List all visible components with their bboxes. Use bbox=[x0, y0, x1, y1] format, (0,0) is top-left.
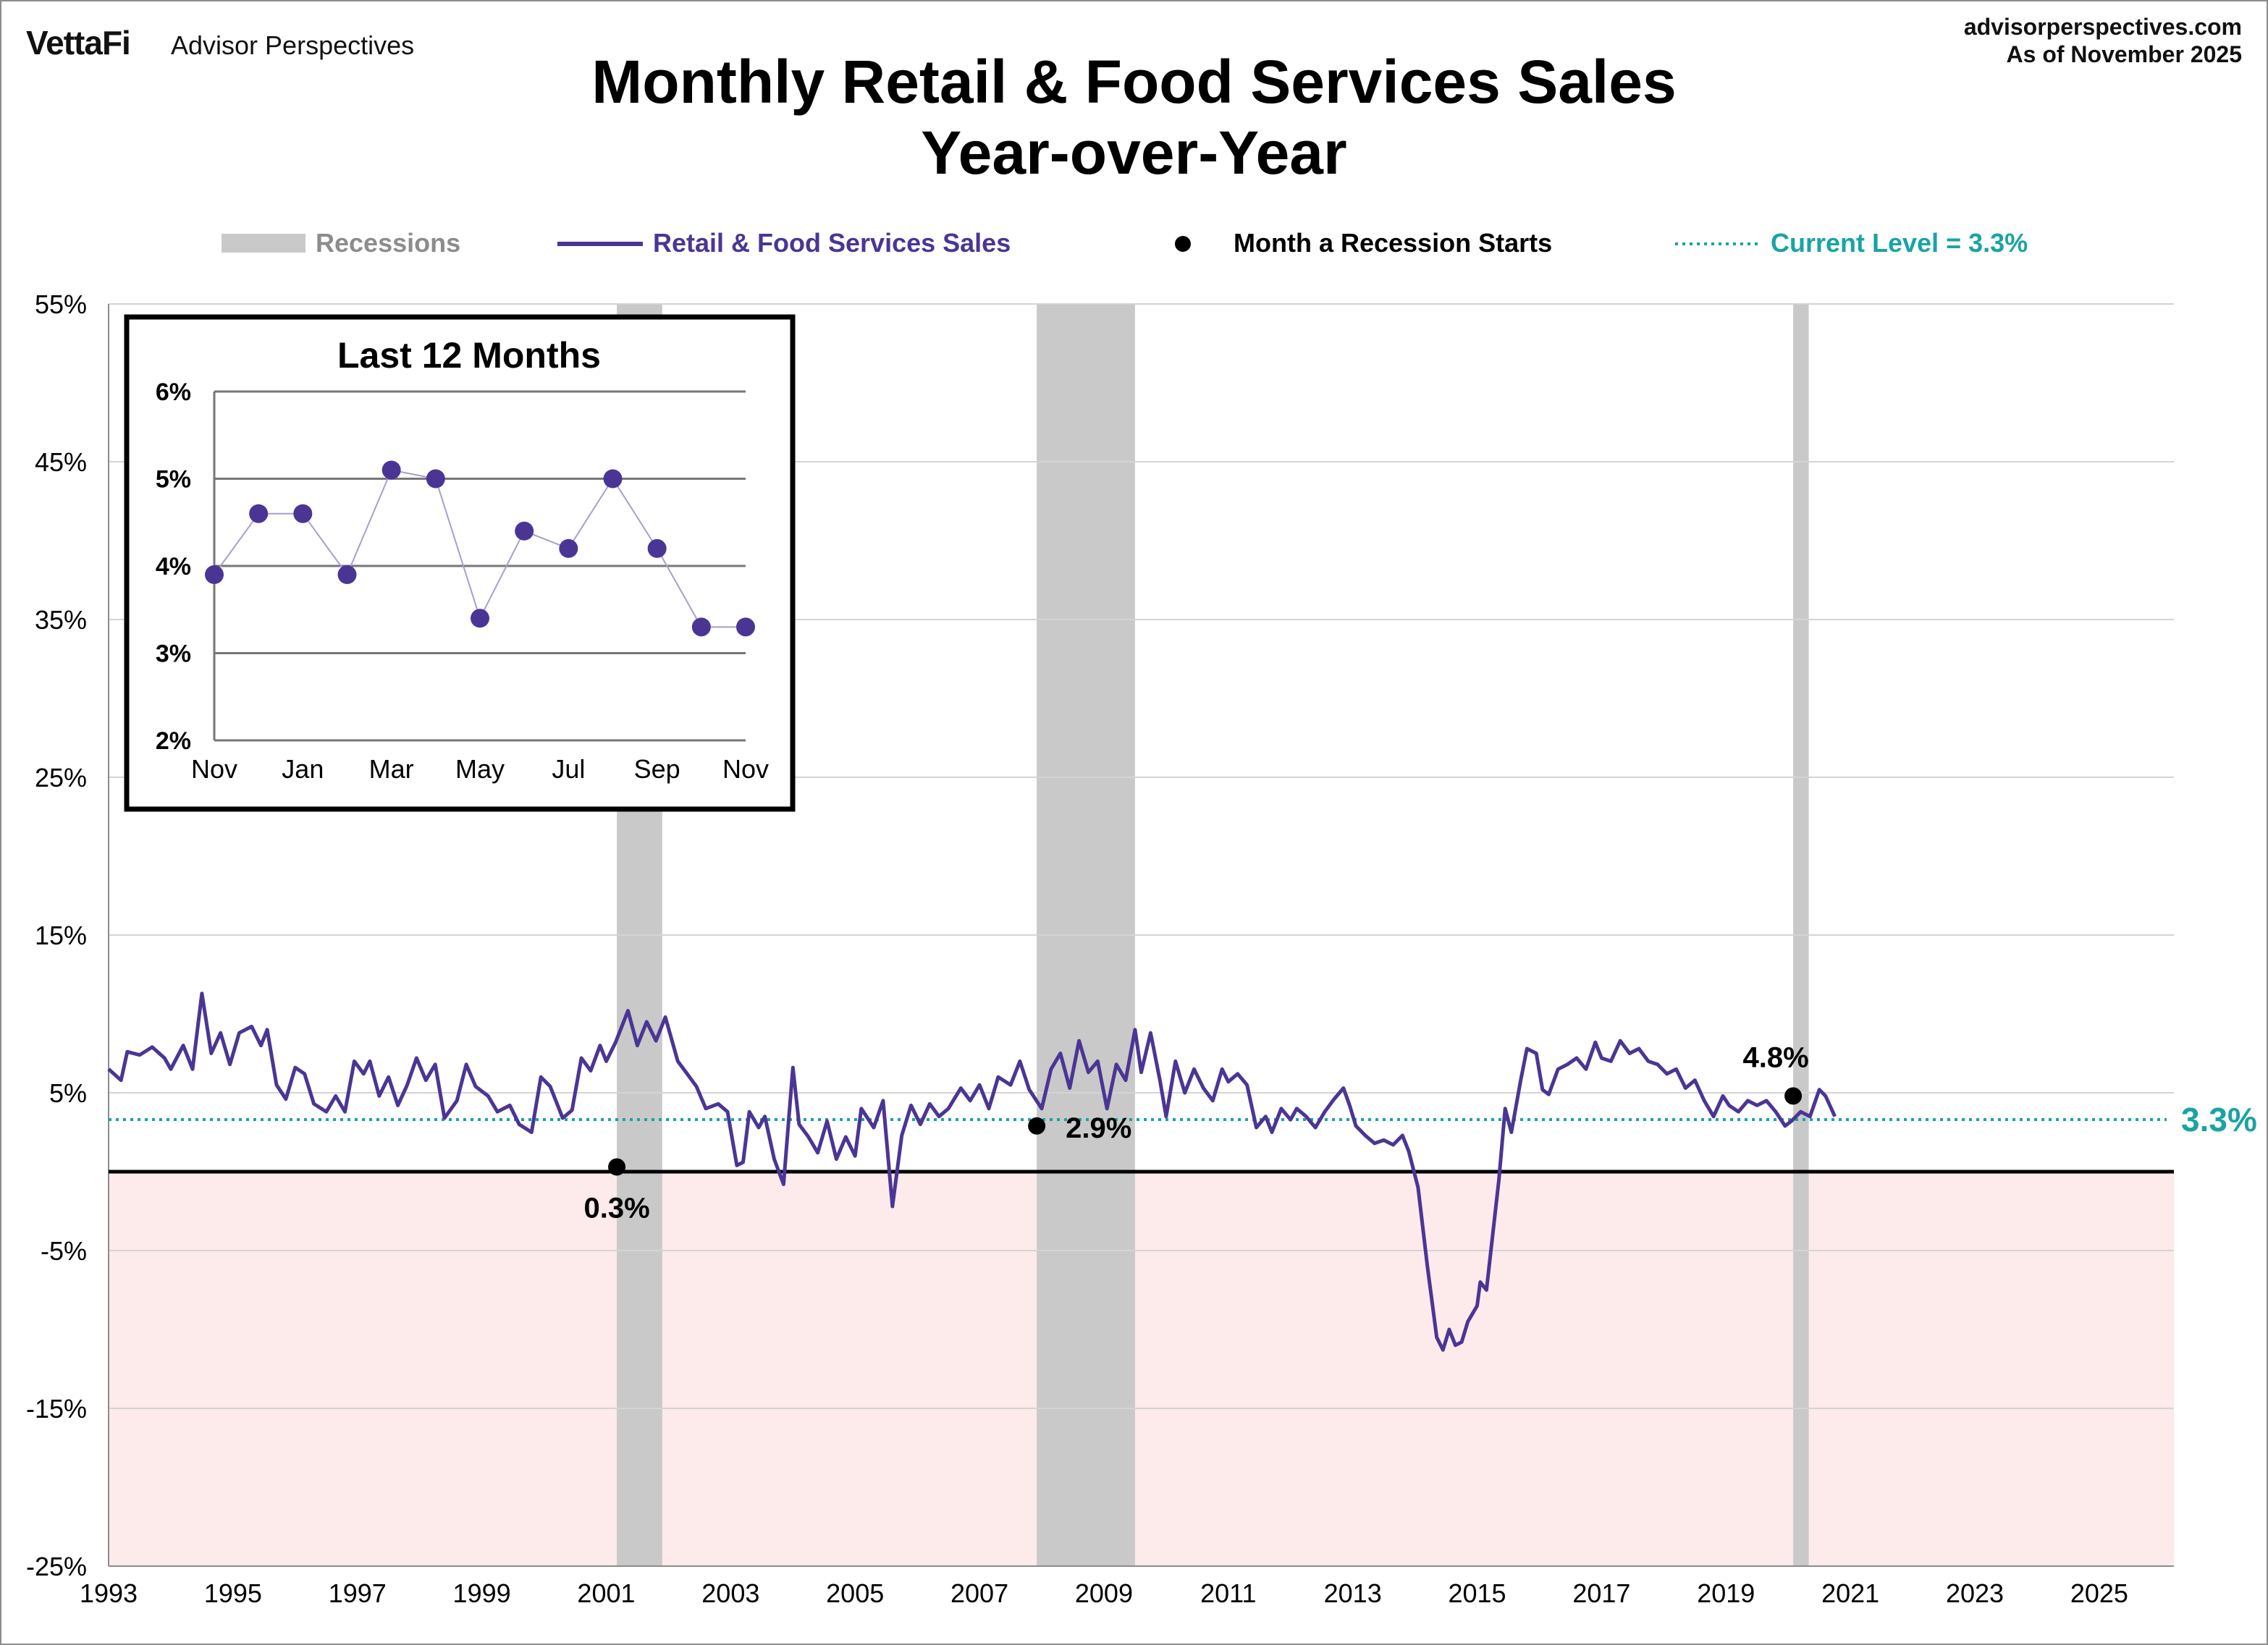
recession-start-marker bbox=[608, 1158, 626, 1176]
legend-recession-swatch bbox=[222, 234, 305, 253]
x-tick-label: 1997 bbox=[329, 1578, 387, 1608]
x-tick-label: 2001 bbox=[577, 1578, 635, 1608]
x-tick-label: 2023 bbox=[1946, 1578, 2004, 1608]
chart-title: Monthly Retail & Food Services Sales Yea… bbox=[0, 46, 2268, 188]
x-tick-label: 2011 bbox=[1200, 1578, 1256, 1608]
x-tick-label: 2025 bbox=[2070, 1578, 2128, 1608]
site-url: advisorperspectives.com bbox=[1963, 14, 2242, 40]
inset-point bbox=[515, 521, 534, 541]
x-tick-label: 2021 bbox=[1821, 1578, 1879, 1608]
legend-series-label: Retail & Food Services Sales bbox=[653, 228, 1011, 258]
as-of-date: As of November 2025 bbox=[2006, 41, 2242, 67]
x-tick-label: 1999 bbox=[453, 1578, 511, 1608]
y-tick-label: 45% bbox=[35, 447, 87, 477]
y-tick-label: 25% bbox=[35, 763, 87, 792]
legend-recession-start-marker bbox=[1175, 236, 1191, 252]
x-tick-label: 2015 bbox=[1448, 1578, 1506, 1608]
inset-point bbox=[559, 538, 578, 558]
y-tick-label: 15% bbox=[35, 921, 87, 950]
vettafi-logo: VettaFi bbox=[26, 24, 131, 62]
negative-zone bbox=[109, 1172, 2174, 1566]
y-tick-label: -5% bbox=[41, 1236, 87, 1266]
legend-current-label: Current Level = 3.3% bbox=[1771, 228, 2028, 258]
inset-point bbox=[426, 469, 445, 489]
recession-start-marker bbox=[1784, 1087, 1803, 1105]
x-tick-label: 2007 bbox=[950, 1578, 1008, 1608]
inset-point bbox=[736, 617, 755, 637]
inset-y-tick-label: 6% bbox=[156, 379, 191, 406]
legend-recession-start-label: Month a Recession Starts bbox=[1234, 228, 1552, 258]
title-line-1: Monthly Retail & Food Services Sales bbox=[591, 48, 1677, 116]
recession-start-label: 4.8% bbox=[1742, 1041, 1808, 1073]
inset-point bbox=[691, 617, 711, 637]
x-tick-label: 2017 bbox=[1572, 1578, 1630, 1608]
y-tick-label: -25% bbox=[26, 1552, 87, 1581]
x-tick-label: 2013 bbox=[1324, 1578, 1382, 1608]
inset-box bbox=[124, 314, 796, 812]
y-tick-label: 55% bbox=[35, 289, 87, 319]
inset-y-tick-label: 5% bbox=[156, 466, 191, 494]
y-tick-label: 35% bbox=[35, 605, 87, 635]
inset-y-tick-label: 4% bbox=[156, 553, 191, 580]
inset-point bbox=[647, 538, 667, 558]
y-tick-label: 5% bbox=[49, 1078, 87, 1108]
inset-point bbox=[293, 504, 313, 523]
inset-x-tick-label: May bbox=[455, 754, 505, 784]
recession-start-label: 0.3% bbox=[583, 1192, 649, 1224]
inset-x-tick-label: Mar bbox=[369, 754, 414, 784]
brand-name: Advisor Perspectives bbox=[171, 30, 415, 60]
inset-point bbox=[471, 609, 489, 628]
series-line bbox=[107, 991, 1837, 1352]
x-tick-label: 2003 bbox=[701, 1578, 759, 1608]
inset-y-tick-label: 2% bbox=[156, 727, 191, 755]
y-tick-label: -15% bbox=[26, 1394, 87, 1424]
x-tick-label: 2019 bbox=[1697, 1578, 1755, 1608]
inset-y-tick-label: 3% bbox=[156, 640, 191, 668]
inset-x-tick-label: Sep bbox=[634, 754, 680, 784]
site-info: advisorperspectives.com As of November 2… bbox=[1964, 13, 2242, 68]
legend: Recessions Retail & Food Services Sales … bbox=[222, 228, 2028, 258]
inset-x-tick-label: Nov bbox=[722, 754, 769, 784]
recession-start-label: 2.9% bbox=[1066, 1112, 1131, 1144]
inset-point bbox=[603, 469, 623, 489]
inset-x-tick-label: Jan bbox=[282, 754, 324, 784]
x-tick-label: 2005 bbox=[826, 1578, 884, 1608]
x-tick-label: 1995 bbox=[204, 1578, 262, 1608]
inset-point bbox=[337, 565, 357, 585]
inset-x-tick-label: Nov bbox=[191, 754, 237, 784]
recession-start-marker bbox=[1028, 1117, 1046, 1135]
title-line-2: Year-over-Year bbox=[921, 119, 1347, 187]
inset-point bbox=[205, 565, 224, 585]
x-tick-label: 2009 bbox=[1075, 1578, 1133, 1608]
inset-point bbox=[381, 460, 401, 480]
inset-title: Last 12 Months bbox=[337, 335, 601, 376]
plot-area: 55% 45% 35% 25% 15% 5% -5% -15% -25%1993 1995 1997… bbox=[26, 289, 2257, 1608]
inset-x-tick-label: Jul bbox=[552, 754, 585, 784]
legend-recessions-label: Recessions bbox=[316, 228, 460, 258]
x-tick-label: 1993 bbox=[80, 1578, 138, 1608]
inset-point bbox=[249, 504, 269, 523]
current-level-label: 3.3% bbox=[2181, 1101, 2257, 1138]
